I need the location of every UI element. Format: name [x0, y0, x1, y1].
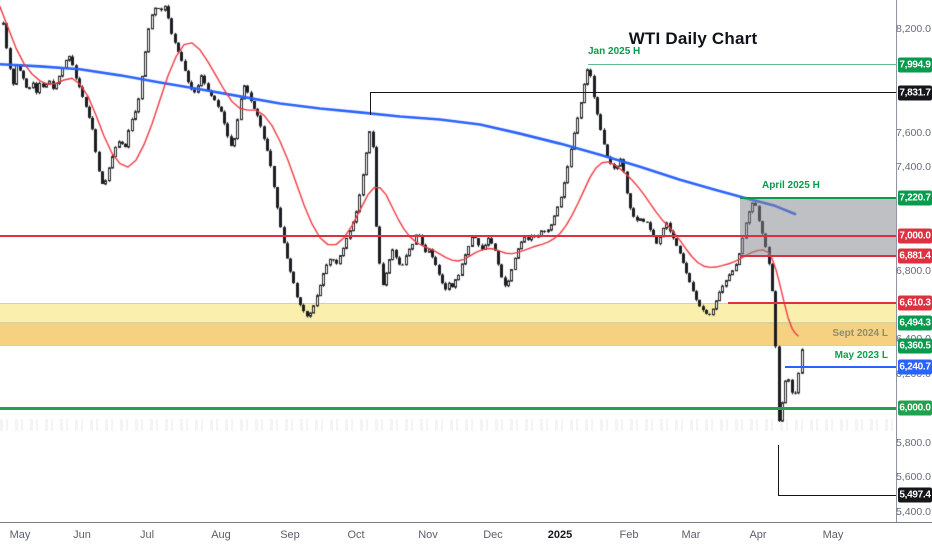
price-badge-66103[interactable]: 6,610.3	[898, 295, 932, 311]
price-axis[interactable]: 8,200.07,600.07,400.06,800.06,400.06,200…	[896, 0, 932, 550]
annotation-jan-2025-h[interactable]: Jan 2025 H	[588, 46, 641, 57]
price-tick-7600: 7,600.0	[895, 126, 931, 139]
level-line-79949[interactable]	[588, 64, 896, 65]
month-label-dec: Dec	[483, 529, 503, 541]
month-label-2025: 2025	[547, 529, 573, 541]
price-badge-79949[interactable]: 7,994.9	[898, 57, 932, 72]
price-badge-64943[interactable]: 6,494.3	[898, 315, 932, 331]
measured-move-connector[interactable]	[778, 444, 779, 496]
level-line-62407[interactable]	[785, 365, 896, 368]
level-line-68814[interactable]	[740, 255, 896, 258]
month-label-oct: Oct	[347, 529, 365, 541]
month-label-jul: Jul	[139, 529, 155, 541]
price-badge-68814[interactable]: 6,881.4	[898, 248, 932, 264]
price-badge-70000[interactable]: 7,000.0	[898, 228, 932, 244]
time-axis[interactable]: May Jun Jul Aug Sep Oct Nov Dec 2025 Feb Mar Apr May	[0, 522, 932, 550]
supply-zone-gray[interactable]	[740, 197, 896, 257]
month-label-jun: Jun	[73, 529, 91, 541]
level-line-54974[interactable]	[778, 494, 896, 496]
month-label-apr: Apr	[749, 529, 767, 541]
month-label-sep: Sep	[280, 529, 300, 541]
month-label-may: May	[9, 529, 31, 541]
price-tick-5400: 5,400.0	[895, 505, 931, 518]
chart-title: WTI Daily Chart	[628, 29, 758, 48]
price-chart-canvas[interactable]	[0, 0, 896, 522]
price-tick-6800: 6,800.0	[895, 264, 931, 277]
price-badge-60000[interactable]: 6,000.0	[898, 400, 932, 416]
month-label-feb: Feb	[619, 529, 639, 541]
price-tick-7400: 7,400.0	[895, 161, 931, 174]
oct-high-connector[interactable]	[370, 92, 371, 116]
price-badge-78317[interactable]: 7,831.7	[898, 85, 932, 101]
price-badge-54974[interactable]: 5,497.4	[898, 487, 932, 503]
month-label-mar: Mar	[681, 529, 701, 541]
level-line-60000[interactable]	[0, 407, 896, 410]
level-line-70000[interactable]	[0, 235, 896, 238]
price-badge-62407[interactable]: 6,240.7	[898, 359, 932, 375]
price-tick-5600: 5,600.0	[895, 471, 931, 484]
level-line-78317[interactable]	[370, 92, 896, 94]
price-badge-63605[interactable]: 6,360.5	[898, 338, 932, 354]
annotation-may-2023-l[interactable]: May 2023 L	[834, 350, 888, 361]
level-line-72207[interactable]	[740, 196, 896, 199]
time-axis-border	[0, 522, 932, 523]
plot-area[interactable]: WTI Daily Chart Jan 2025 H April 2025 H Se…	[0, 0, 896, 522]
price-badge-72207[interactable]: 7,220.7	[898, 190, 932, 206]
level-line-66103[interactable]	[728, 302, 896, 305]
month-label-may: May	[822, 529, 844, 541]
annotation-april-2025-h[interactable]: April 2025 H	[762, 180, 820, 191]
price-tick-8200: 8,200.0	[895, 23, 931, 36]
annotation-sept-2024-l[interactable]: Sept 2024 L	[832, 328, 888, 339]
month-label-aug: Aug	[211, 529, 231, 541]
month-label-nov: Nov	[418, 529, 438, 541]
price-tick-5800: 5,800.0	[895, 436, 931, 449]
